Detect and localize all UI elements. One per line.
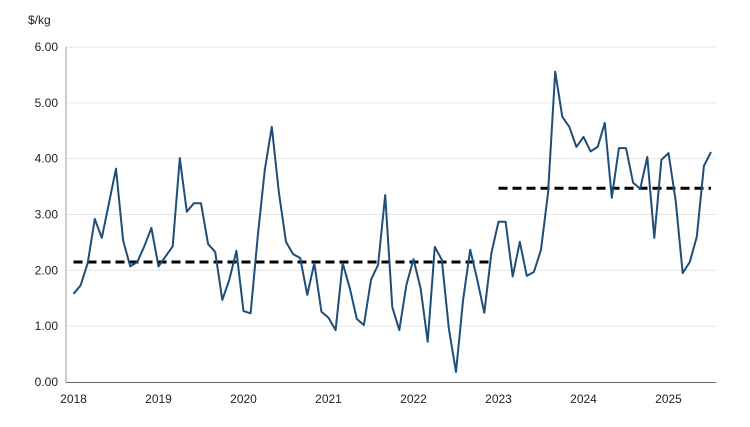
x-tick-label: 2025 bbox=[655, 392, 682, 406]
x-tick-label: 2024 bbox=[570, 392, 597, 406]
y-tick-label: 0.00 bbox=[35, 375, 59, 389]
x-tick-label: 2018 bbox=[60, 392, 87, 406]
x-tick-label: 2023 bbox=[485, 392, 512, 406]
x-tick-label: 2022 bbox=[400, 392, 427, 406]
x-tick-label: 2021 bbox=[315, 392, 342, 406]
y-axis-unit-label: $/kg bbox=[28, 13, 51, 27]
x-axis-ticks: 2018 2019 2020 2021 2022 2023 2024 2025 bbox=[60, 392, 682, 406]
y-tick-label: 2.00 bbox=[35, 263, 59, 277]
price-series-line bbox=[74, 72, 712, 372]
x-tick-label: 2020 bbox=[230, 392, 257, 406]
y-tick-label: 1.00 bbox=[35, 319, 59, 333]
y-tick-label: 3.00 bbox=[35, 208, 59, 222]
y-axis-ticks: 0.00 1.00 2.00 3.00 4.00 5.00 6.00 bbox=[35, 40, 59, 389]
series-group bbox=[73, 72, 711, 372]
y-tick-label: 5.00 bbox=[35, 96, 59, 110]
y-tick-label: 6.00 bbox=[35, 40, 59, 54]
y-tick-label: 4.00 bbox=[35, 152, 59, 166]
x-tick-label: 2019 bbox=[145, 392, 172, 406]
